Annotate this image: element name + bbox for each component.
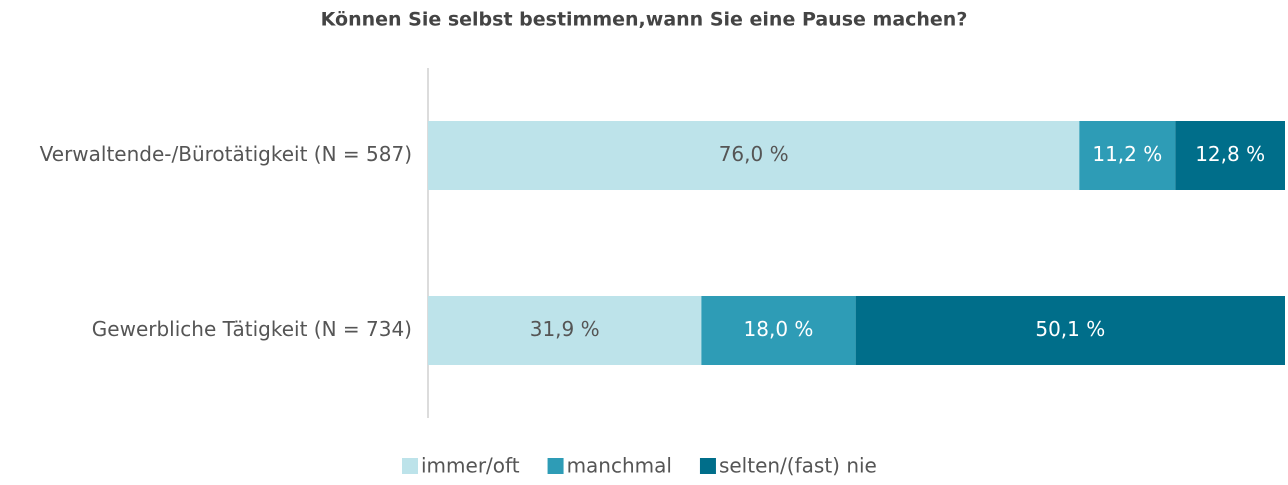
y-tick-label: Gewerbliche Tätigkeit (N = 734)	[92, 317, 412, 341]
legend-label: manchmal	[567, 454, 672, 478]
data-label: 76,0 %	[719, 142, 789, 166]
data-label: 31,9 %	[530, 317, 600, 341]
bar-segment	[1079, 121, 1176, 190]
y-tick-label: Verwaltende-/Bürotätigkeit (N = 587)	[40, 142, 412, 166]
chart-title: Können Sie selbst bestimmen,wann Sie ein…	[321, 9, 968, 31]
legend-swatch	[547, 458, 564, 474]
bar-segment	[701, 296, 856, 365]
legend-swatch	[402, 458, 418, 474]
bar-segment	[428, 296, 702, 365]
data-label: 50,1 %	[1035, 317, 1105, 341]
bar-segment	[428, 121, 1080, 190]
data-label: 12,8 %	[1195, 142, 1265, 166]
data-label: 18,0 %	[744, 317, 814, 341]
data-label: 11,2 %	[1092, 142, 1162, 166]
legend-label: immer/oft	[421, 454, 520, 478]
legend-label: selten/(fast) nie	[719, 454, 877, 478]
bar-segment	[855, 296, 1285, 365]
legend-swatch	[699, 458, 716, 474]
bar-segment	[1175, 121, 1285, 190]
